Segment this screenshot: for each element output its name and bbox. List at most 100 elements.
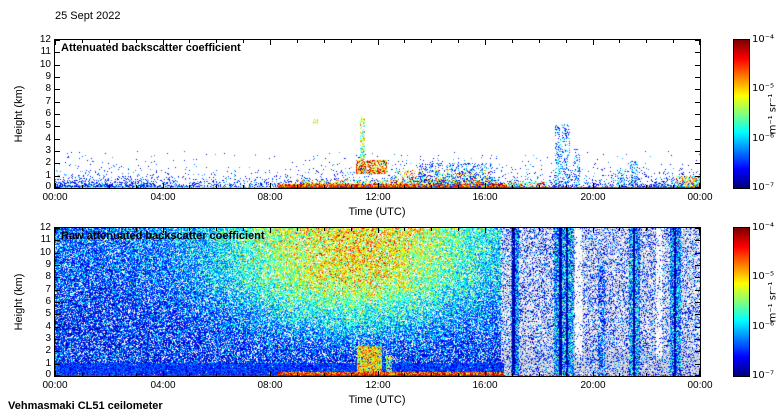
x-tick: [163, 40, 164, 45]
x-tick-label: 04:00: [150, 380, 176, 391]
x-tick: [539, 373, 540, 376]
x-tick: [485, 371, 486, 376]
x-tick: [646, 185, 647, 188]
y-tick: [55, 176, 60, 177]
x-tick: [404, 185, 405, 188]
x-tick-label: 00:00: [42, 380, 68, 391]
x-tick: [699, 40, 700, 45]
y-tick: [695, 151, 700, 152]
x-tick-label: 00:00: [42, 192, 68, 203]
colorbar-tick-label: 10⁻⁷: [752, 370, 775, 381]
y-tick: [695, 65, 700, 66]
y-tick: [55, 139, 60, 140]
x-tick: [699, 371, 700, 376]
y-tick: [55, 65, 60, 66]
x-tick: [539, 185, 540, 188]
x-tick: [82, 40, 83, 43]
y-tick: [55, 114, 60, 115]
x-tick: [216, 185, 217, 188]
x-tick: [109, 228, 110, 231]
x-tick: [485, 40, 486, 45]
y-tick: [695, 176, 700, 177]
x-tick: [189, 373, 190, 376]
x-tick: [458, 40, 459, 43]
x-tick: [593, 228, 594, 233]
x-tick: [539, 40, 540, 43]
y-tick: [695, 314, 700, 315]
x-tick: [485, 183, 486, 188]
colorbar-tick-label: 10⁻⁵: [752, 83, 775, 94]
y-tick-label: 6: [45, 296, 51, 307]
x-tick: [136, 228, 137, 231]
x-tick: [458, 185, 459, 188]
x-tick-label: 20:00: [580, 380, 606, 391]
x-tick: [324, 40, 325, 43]
x-tick: [270, 40, 271, 45]
y-tick: [695, 228, 700, 229]
y-tick: [695, 290, 700, 291]
y-tick: [55, 290, 60, 291]
y-tick: [55, 52, 60, 53]
x-tick: [351, 228, 352, 231]
x-tick: [458, 228, 459, 231]
y-tick: [695, 327, 700, 328]
y-tick: [695, 375, 700, 376]
x-tick: [458, 373, 459, 376]
x-tick: [163, 183, 164, 188]
x-tick: [109, 40, 110, 43]
y-tick-label: 0: [45, 181, 51, 192]
x-tick: [673, 228, 674, 231]
colorbar-tick-label: 10⁻⁵: [752, 271, 775, 282]
panel-title-raw: Raw attenuated backscatter coefficient: [61, 230, 265, 242]
x-tick: [324, 373, 325, 376]
x-tick: [270, 228, 271, 233]
y-tick: [55, 102, 60, 103]
x-tick: [216, 40, 217, 43]
x-tick: [82, 373, 83, 376]
x-tick: [646, 228, 647, 231]
date-label: 25 Sept 2022: [55, 10, 121, 22]
x-tick: [351, 40, 352, 43]
x-tick: [55, 183, 56, 188]
x-tick: [136, 40, 137, 43]
x-tick: [82, 185, 83, 188]
x-tick: [109, 185, 110, 188]
x-tick: [216, 228, 217, 231]
panel-title-attenuated: Attenuated backscatter coefficient: [61, 42, 241, 54]
y-tick-label: 11: [40, 46, 51, 57]
x-tick: [512, 40, 513, 43]
x-tick: [699, 228, 700, 233]
x-tick: [216, 373, 217, 376]
colorbar-tick-label: 10⁻⁴: [752, 222, 775, 233]
y-tick: [55, 265, 60, 266]
x-tick: [485, 228, 486, 233]
x-tick: [324, 228, 325, 231]
y-tick-label: 12: [39, 222, 51, 233]
y-tick-label: 9: [45, 71, 51, 82]
x-tick-label: 08:00: [257, 192, 283, 203]
x-tick: [189, 40, 190, 43]
y-tick: [55, 126, 60, 127]
y-tick-label: 1: [45, 358, 51, 369]
x-tick: [566, 373, 567, 376]
y-tick: [55, 77, 60, 78]
y-tick: [695, 40, 700, 41]
y-tick: [55, 240, 60, 241]
y-tick: [695, 253, 700, 254]
x-tick-label: 12:00: [365, 192, 391, 203]
x-tick: [136, 185, 137, 188]
x-tick: [270, 371, 271, 376]
y-tick-label: 0: [45, 369, 51, 380]
x-tick: [270, 183, 271, 188]
y-tick-label: 4: [45, 133, 51, 144]
y-tick: [695, 52, 700, 53]
station-label: Vehmasmaki CL51 ceilometer: [8, 400, 163, 412]
x-tick: [699, 183, 700, 188]
y-tick-label: 7: [45, 96, 51, 107]
y-tick-label: 5: [45, 308, 51, 319]
colorbar-tick-label: 10⁻⁷: [752, 182, 775, 193]
x-tick: [378, 228, 379, 233]
x-tick: [593, 183, 594, 188]
y-tick: [695, 187, 700, 188]
